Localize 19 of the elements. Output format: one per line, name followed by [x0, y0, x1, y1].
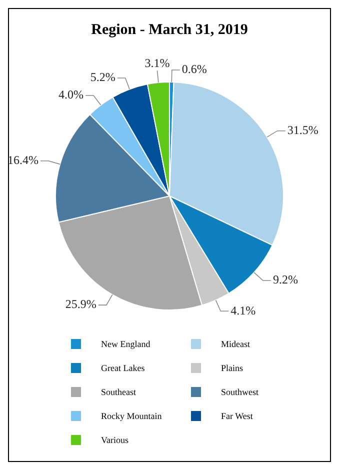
chart-title: Region - March 31, 2019 [91, 22, 248, 38]
data-label: 25.9% [65, 297, 96, 312]
data-label: 4.0% [58, 88, 84, 102]
legend-label: Southeast [101, 387, 136, 397]
data-label: 16.4% [8, 153, 39, 168]
data-label: 3.1% [144, 56, 170, 70]
legend-label: New England [101, 339, 150, 349]
legend-label: Various [101, 435, 128, 445]
legend-label: Mideast [221, 339, 250, 349]
legend-label: Far West [221, 411, 253, 421]
data-label: 0.6% [182, 62, 207, 76]
data-label: 5.2% [90, 70, 116, 84]
data-label: 9.2% [272, 272, 298, 287]
legend-label: Rocky Mountain [101, 411, 162, 421]
data-label: 31.5% [287, 123, 318, 137]
data-label: 4.1% [230, 303, 256, 318]
legend-label: Southwest [221, 387, 259, 397]
legend-label: Plains [221, 363, 244, 373]
legend-label: Great Lakes [101, 363, 145, 373]
